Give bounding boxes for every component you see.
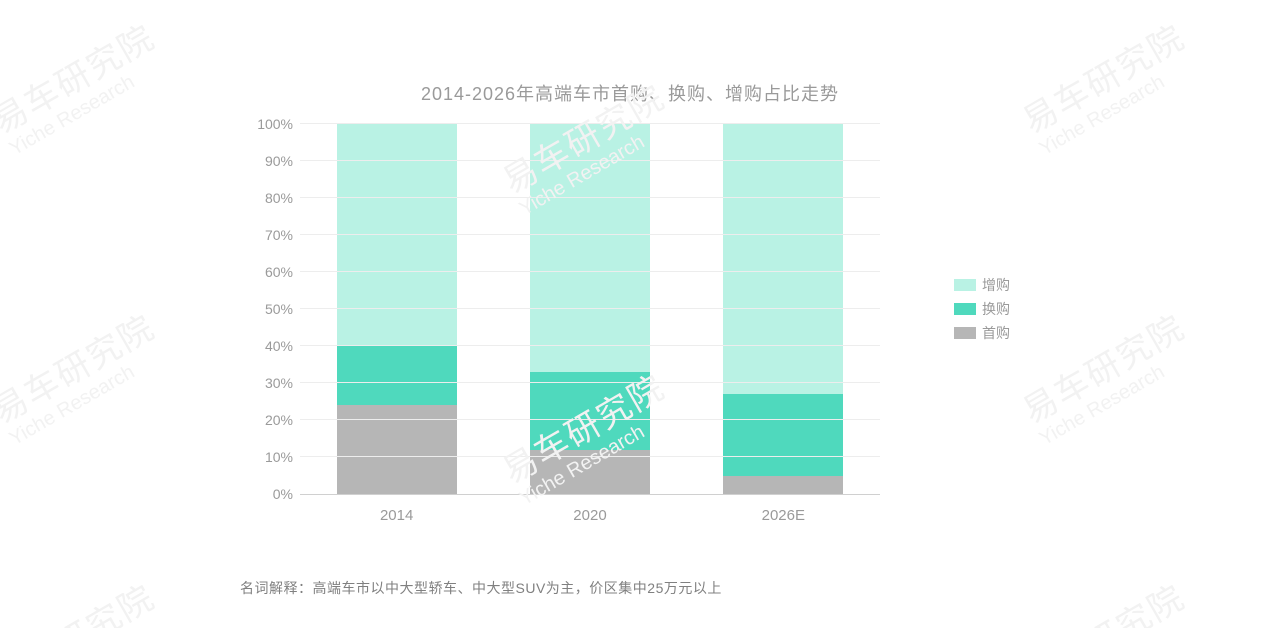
y-axis-label: 30% (245, 375, 293, 391)
y-axis-label: 10% (245, 449, 293, 465)
bar-segment-add (530, 124, 650, 372)
chart-container: 2014-2026年高端车市首购、换购、增购占比走势 2014 2020 2026E… (240, 80, 1020, 560)
grid-line (300, 419, 880, 420)
y-axis-label: 50% (245, 301, 293, 317)
bars-container: 2014 2020 2026E (300, 124, 880, 494)
bar: 2026E (723, 124, 843, 494)
chart-title: 2014-2026年高端车市首购、换购、增购占比走势 (240, 80, 1020, 106)
y-axis-label: 90% (245, 153, 293, 169)
y-axis-label: 20% (245, 412, 293, 428)
legend-label: 增购 (982, 275, 1010, 295)
grid-line (300, 382, 880, 383)
x-axis-label: 2020 (573, 507, 606, 524)
bar-segment-replace (530, 372, 650, 450)
watermark: 易车研究院Yiche Research (1017, 19, 1203, 160)
watermark: 易车研究院Yiche Research (1017, 579, 1203, 628)
x-axis-label: 2014 (380, 507, 413, 524)
legend-swatch (954, 279, 976, 291)
y-axis-label: 80% (245, 190, 293, 206)
legend-swatch (954, 303, 976, 315)
bar-segment-replace (723, 394, 843, 475)
y-axis-label: 70% (245, 227, 293, 243)
watermark: 易车研究院Yiche Research (0, 579, 173, 628)
y-axis-label: 60% (245, 264, 293, 280)
bar-segment-replace (337, 346, 457, 405)
legend-swatch (954, 327, 976, 339)
watermark: 易车研究院Yiche Research (1017, 309, 1203, 450)
y-axis-label: 100% (245, 116, 293, 132)
footnote: 名词解释：高端车市以中大型轿车、中大型SUV为主，价区集中25万元以上 (240, 578, 722, 598)
watermark: 易车研究院Yiche Research (0, 19, 173, 160)
grid-line (300, 160, 880, 161)
grid-line (300, 271, 880, 272)
legend-item: 首购 (954, 323, 1010, 343)
legend-item: 增购 (954, 275, 1010, 295)
bar-segment-add (337, 124, 457, 346)
y-axis-label: 40% (245, 338, 293, 354)
plot-area: 201420202026E 增购换购首购 0%10%20%30%40%50%60… (300, 124, 880, 495)
grid-line (300, 308, 880, 309)
grid-line (300, 345, 880, 346)
bar: 2020 (530, 124, 650, 494)
legend-item: 换购 (954, 299, 1010, 319)
legend: 增购换购首购 (954, 271, 1010, 347)
x-axis-label: 2026E (762, 507, 805, 524)
grid-line (300, 456, 880, 457)
bar-segment-first (723, 476, 843, 495)
bar-segment-add (723, 124, 843, 394)
y-axis-label: 0% (245, 486, 293, 502)
legend-label: 首购 (982, 323, 1010, 343)
grid-line (300, 123, 880, 124)
legend-label: 换购 (982, 299, 1010, 319)
grid-line (300, 234, 880, 235)
watermark: 易车研究院Yiche Research (0, 309, 173, 450)
bar: 2014 (337, 124, 457, 494)
grid-line (300, 197, 880, 198)
